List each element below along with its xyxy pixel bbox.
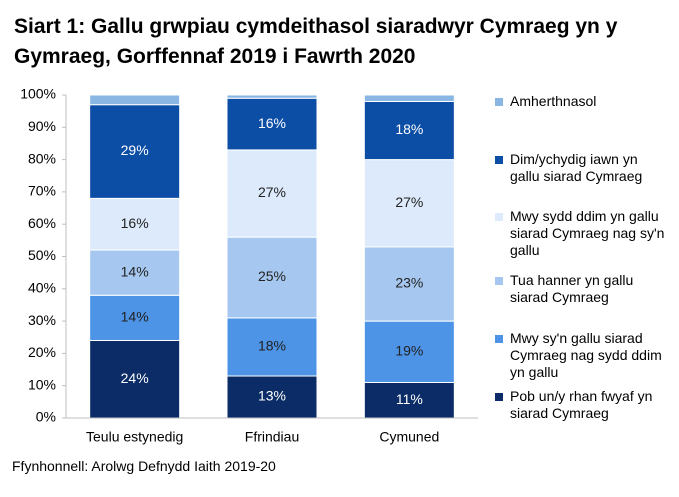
bar-segment xyxy=(226,317,318,377)
legend-swatch xyxy=(495,277,503,285)
value-label: 27% xyxy=(258,184,286,200)
bar-segment xyxy=(226,236,318,319)
value-label: 11% xyxy=(396,391,423,407)
bar-segment xyxy=(89,94,181,106)
value-label: 25% xyxy=(258,268,286,284)
value-label: 24% xyxy=(121,370,149,386)
bar-segment xyxy=(89,104,181,199)
bar-segment xyxy=(89,249,181,296)
bar-segment xyxy=(89,294,181,341)
bar-segment xyxy=(226,94,318,99)
value-label: 16% xyxy=(258,115,286,131)
bar-segment xyxy=(363,94,455,102)
value-label: 23% xyxy=(395,275,423,291)
legend-swatch xyxy=(495,98,503,106)
bar-segment xyxy=(226,149,318,238)
legend-label: Mwy sydd ddim yn gallu siarad Cymraeg na… xyxy=(510,208,665,258)
source-note: Ffynhonnell: Arolwg Defnydd Iaith 2019-2… xyxy=(12,458,276,474)
y-tick-label: 70% xyxy=(28,183,56,199)
legend-label: Mwy sy'n gallu siarad Cymraeg nag sydd d… xyxy=(510,330,662,380)
bar-segment xyxy=(89,197,181,251)
bar-segment xyxy=(363,381,455,419)
legend-swatch xyxy=(495,213,503,221)
y-tick-label: 0% xyxy=(36,409,56,425)
x-tick-label: Cymuned xyxy=(379,429,439,445)
value-label: 13% xyxy=(258,388,286,404)
y-tick-label: 20% xyxy=(28,344,56,360)
legend-label: Dim/ychydig iawn yn gallu siarad Cymraeg xyxy=(510,151,643,184)
legend-label: Tua hanner yn gallu siarad Cymraeg xyxy=(510,272,634,305)
legend-swatch xyxy=(495,156,503,164)
value-label: 18% xyxy=(258,338,286,354)
value-label: 14% xyxy=(121,309,149,325)
legend-label: Pob un/y rhan fwyaf yn siarad Cymraeg xyxy=(510,388,653,421)
value-label: 18% xyxy=(395,121,423,137)
y-tick-label: 30% xyxy=(28,312,56,328)
value-label: 16% xyxy=(121,215,149,231)
y-tick-label: 90% xyxy=(28,118,56,134)
y-tick-label: 60% xyxy=(28,215,56,231)
bar-segment xyxy=(226,97,318,151)
x-tick-label: Ffrindiau xyxy=(245,429,299,445)
y-tick-label: 100% xyxy=(20,86,56,102)
y-tick-label: 50% xyxy=(28,247,56,263)
bar-segment xyxy=(363,100,455,161)
value-label: 19% xyxy=(395,342,423,358)
chart-title: Siart 1: Gallu grwpiau cymdeithasol siar… xyxy=(14,15,618,68)
value-label: 14% xyxy=(121,263,149,279)
x-tick-label: Teulu estynedig xyxy=(86,429,183,445)
bar-segment xyxy=(363,246,455,322)
legend-label: Amherthnasol xyxy=(510,93,597,109)
value-label: 27% xyxy=(395,194,423,210)
y-tick-label: 10% xyxy=(28,376,56,392)
bar-segment xyxy=(89,339,181,419)
legend-swatch xyxy=(495,393,503,401)
legend-swatch xyxy=(495,335,503,343)
bar-segment xyxy=(363,320,455,383)
y-tick-label: 40% xyxy=(28,280,56,296)
bar-segment xyxy=(363,159,455,248)
value-label: 29% xyxy=(121,142,149,158)
y-tick-label: 80% xyxy=(28,150,56,166)
